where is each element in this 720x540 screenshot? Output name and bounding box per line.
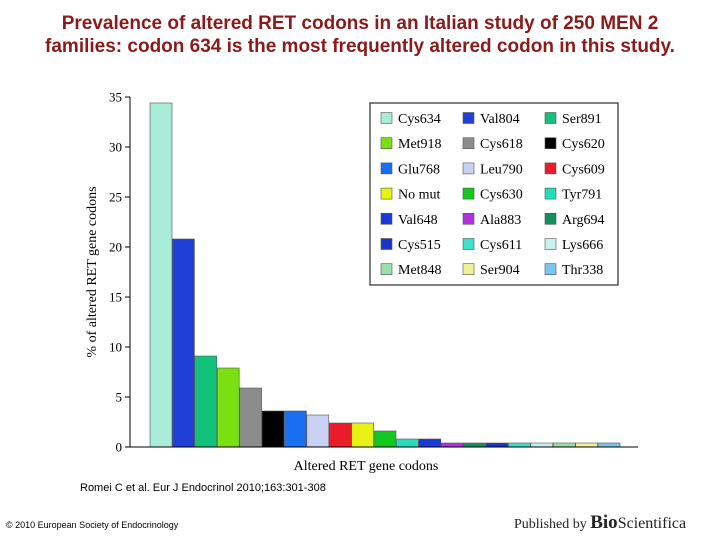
legend-label-cys611: Cys611 bbox=[480, 238, 522, 253]
legend-swatch-cys630 bbox=[462, 187, 475, 200]
y-tick-label-35: 35 bbox=[109, 90, 122, 105]
legend-swatch-ser891 bbox=[544, 112, 557, 124]
legend-swatch-met848 bbox=[380, 263, 393, 276]
legend-swatch-lys666 bbox=[544, 238, 557, 250]
bar-tyr791 bbox=[396, 438, 419, 448]
legend-label-cys634: Cys634 bbox=[398, 112, 441, 127]
legend-swatch-tyr791 bbox=[544, 187, 557, 200]
brand-rest: Scientifica bbox=[617, 515, 687, 532]
bar-cys618 bbox=[239, 387, 262, 448]
bar-cys634 bbox=[149, 102, 173, 448]
legend-swatch-cys609 bbox=[544, 162, 557, 175]
legend-label-ser904: Ser904 bbox=[480, 263, 520, 278]
slide-title-line-1: Prevalence of altered RET codons in an I… bbox=[61, 13, 659, 34]
y-tick-label-25: 25 bbox=[109, 190, 122, 205]
legend-label-met848: Met848 bbox=[398, 263, 442, 278]
legend-swatch-cys620 bbox=[544, 137, 557, 149]
legend-label-cys609: Cys609 bbox=[562, 162, 605, 177]
legend-label-cys618: Cys618 bbox=[480, 137, 523, 152]
legend-swatch-no-mut bbox=[380, 187, 393, 200]
bar-ala883 bbox=[440, 442, 464, 448]
legend-label-val804: Val804 bbox=[480, 112, 520, 127]
legend-swatch-met918 bbox=[380, 137, 393, 149]
bar-glu768 bbox=[284, 410, 307, 448]
y-tick-label-30: 30 bbox=[109, 140, 122, 155]
legend-swatch-cys634 bbox=[380, 112, 393, 124]
legend-swatch-cys515 bbox=[380, 238, 393, 250]
legend-swatch-glu768 bbox=[380, 162, 393, 175]
legend-label-val648: Val648 bbox=[398, 213, 438, 228]
y-tick-label-15: 15 bbox=[109, 290, 122, 305]
legend-swatch-arg694 bbox=[544, 213, 557, 225]
citation: Romei C et al. Eur J Endocrinol 2010;163… bbox=[80, 482, 326, 494]
slide-title-line-2: families: codon 634 is the most frequent… bbox=[45, 36, 675, 57]
y-tick-label-10: 10 bbox=[109, 340, 122, 355]
y-tick-label-5: 5 bbox=[116, 390, 123, 405]
legend-label-leu790: Leu790 bbox=[480, 162, 523, 177]
legend-label-cys630: Cys630 bbox=[480, 188, 523, 203]
bar-met848 bbox=[552, 442, 576, 448]
bar-cys620 bbox=[261, 410, 285, 448]
bar-ser904 bbox=[575, 442, 598, 448]
legend-label-arg694: Arg694 bbox=[562, 213, 605, 228]
legend-label-ser891: Ser891 bbox=[562, 112, 602, 127]
y-tick-label-20: 20 bbox=[109, 240, 122, 255]
legend-box bbox=[369, 102, 619, 286]
bar-cys515 bbox=[485, 442, 509, 448]
legend-label-cys515: Cys515 bbox=[398, 238, 441, 253]
bar-cys630 bbox=[373, 430, 397, 448]
bar-chart: 0 5 10 15 20 25 30 35 Altered RET gene codons % o… bbox=[85, 90, 638, 474]
bar-val804 bbox=[172, 238, 195, 448]
bar-cys609 bbox=[328, 422, 352, 448]
bar-arg694 bbox=[463, 442, 486, 448]
legend-label-cys620: Cys620 bbox=[562, 137, 605, 152]
legend-label-met918: Met918 bbox=[398, 137, 442, 152]
legend-label-no-mut: No mut bbox=[398, 188, 441, 203]
bar-cys611 bbox=[508, 442, 531, 448]
legend-swatch-cys611 bbox=[462, 238, 475, 250]
legend-swatch-ala883 bbox=[462, 213, 475, 225]
bar-lys666 bbox=[530, 442, 554, 448]
bar-leu790 bbox=[306, 414, 330, 448]
bar-no-mut bbox=[351, 422, 374, 448]
copyright-notice: © 2010 European Society of Endocrinology bbox=[6, 520, 179, 530]
publisher-logo: Published by BioScientifica bbox=[514, 512, 686, 534]
legend-label-glu768: Glu768 bbox=[398, 162, 440, 177]
bar-met918 bbox=[216, 367, 240, 448]
legend-swatch-cys618 bbox=[462, 137, 475, 149]
x-axis-label: Altered RET gene codons bbox=[294, 459, 439, 474]
y-tick-label-0: 0 bbox=[116, 440, 123, 455]
bar-ser891 bbox=[194, 355, 218, 448]
y-axis-label: % of altered RET gene codons bbox=[85, 186, 100, 357]
legend-label-ala883: Ala883 bbox=[480, 213, 521, 228]
brand-bold: Bio bbox=[590, 512, 618, 533]
legend-swatch-val648 bbox=[380, 213, 393, 225]
bar-thr338 bbox=[597, 442, 621, 448]
bar-val648 bbox=[418, 438, 442, 448]
slide-title: Prevalence of altered RET codons in an I… bbox=[0, 12, 720, 58]
legend-label-tyr791: Tyr791 bbox=[562, 188, 602, 203]
legend-swatch-thr338 bbox=[544, 263, 557, 276]
legend-swatch-leu790 bbox=[462, 162, 475, 175]
legend-label-lys666: Lys666 bbox=[562, 238, 603, 253]
legend-swatch-val804 bbox=[462, 112, 475, 124]
published-by-label: Published by bbox=[514, 517, 591, 532]
legend-swatch-ser904 bbox=[462, 263, 475, 276]
legend-label-thr338: Thr338 bbox=[562, 263, 603, 278]
